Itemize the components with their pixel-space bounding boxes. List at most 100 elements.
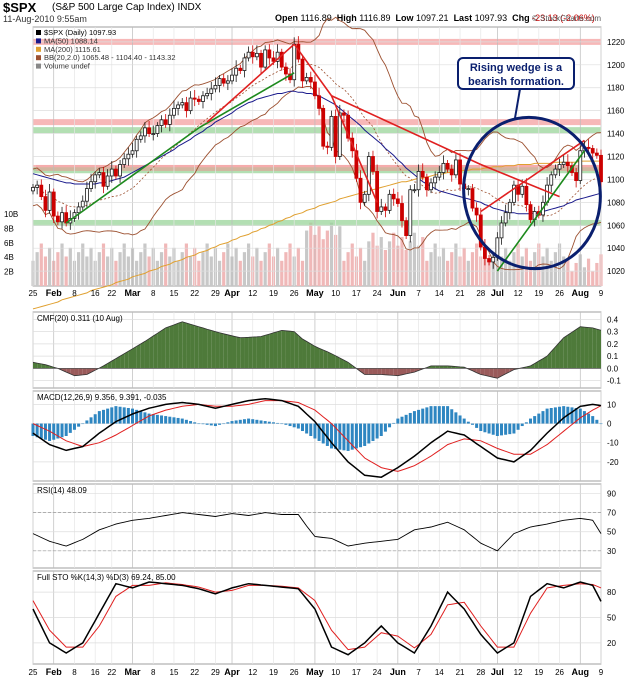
- macd-histogram-bar: [101, 409, 105, 424]
- candle-body: [412, 189, 417, 192]
- macd-histogram-bar: [60, 423, 64, 438]
- trendline-up-feb: [65, 127, 200, 224]
- annotation-box: [457, 57, 575, 90]
- cmf-area: [173, 323, 179, 369]
- cmf-area: [410, 368, 415, 373]
- volume-bar: [371, 232, 375, 286]
- macd-histogram-bar: [168, 416, 172, 424]
- candle-body: [43, 196, 48, 211]
- cmf-area: [331, 353, 336, 369]
- volume-bar: [155, 260, 159, 286]
- candle-body: [201, 95, 205, 102]
- macd-histogram-bar: [110, 407, 114, 424]
- candle-body: [221, 78, 226, 84]
- macd-histogram-bar: [160, 415, 164, 424]
- candle-body: [213, 85, 218, 90]
- macd-histogram-bar: [462, 418, 466, 424]
- cmf-area: [45, 364, 50, 369]
- chg-label: Chg: [512, 13, 530, 23]
- volume-bar: [68, 247, 72, 286]
- macd-histogram-bar: [454, 412, 458, 424]
- cmf-area: [211, 330, 216, 369]
- candle-body: [507, 201, 512, 214]
- sto-x-tick-label: 7: [416, 668, 421, 677]
- macd-histogram-bar: [350, 423, 354, 450]
- macd-histogram-bar: [276, 422, 280, 424]
- sto-x-tick-label: Jul: [491, 667, 504, 677]
- cmf-area: [302, 338, 307, 369]
- volume-bar: [164, 243, 168, 286]
- trendline-apr-top: [206, 43, 295, 123]
- candle-body: [478, 214, 483, 248]
- candle-body: [76, 206, 81, 214]
- sto-x-tick-label: Feb: [46, 667, 63, 677]
- volume-bar: [205, 243, 209, 286]
- macd-histogram-bar: [483, 423, 487, 433]
- legend-swatch: [36, 38, 41, 44]
- cmf-area: [360, 368, 365, 375]
- volume-bar: [276, 247, 280, 286]
- macd-histogram-bar: [441, 406, 445, 424]
- cmf-area: [136, 343, 141, 369]
- volume-bar: [197, 260, 201, 286]
- volume-bar: [89, 247, 93, 286]
- sto-x-tick-label: 8: [151, 668, 156, 677]
- macd-histogram-bar: [68, 423, 72, 433]
- volume-bar: [114, 260, 118, 286]
- candle-body: [346, 114, 350, 139]
- volume-bar: [574, 262, 578, 286]
- macd-histogram-bar: [189, 421, 193, 424]
- candle-body: [491, 256, 496, 263]
- cmf-area: [592, 327, 597, 369]
- macd-histogram-bar: [591, 416, 595, 424]
- sto-x-tick-label: 22: [107, 668, 116, 677]
- cmf-area: [406, 368, 411, 374]
- macd-histogram-bar: [131, 408, 135, 424]
- cmf-area: [285, 330, 291, 369]
- candle-body: [192, 97, 197, 100]
- cmf-area: [70, 368, 75, 376]
- sto-title: Full STO %K(14,3) %D(3) 69.24, 85.00: [37, 573, 176, 582]
- volume-bar: [367, 241, 371, 286]
- macd-histogram-bar: [330, 423, 334, 449]
- candle-body: [267, 49, 272, 59]
- cmf-area: [348, 362, 353, 369]
- volume-bar: [387, 241, 392, 286]
- cmf-area: [161, 327, 166, 369]
- cmf-area: [37, 363, 42, 369]
- macd-histogram-bar: [72, 423, 76, 430]
- candle-body: [93, 174, 98, 183]
- price-x-tick-label: 25: [29, 289, 38, 298]
- candle-body: [420, 170, 425, 178]
- cmf-area: [103, 363, 108, 369]
- price-tick-label: 1120: [607, 153, 625, 162]
- macd-histogram-bar: [184, 419, 188, 424]
- price-tick-label: 1100: [607, 175, 625, 184]
- candle-body: [342, 112, 346, 116]
- macd-histogram-bar: [388, 423, 392, 428]
- candle-body: [313, 81, 317, 97]
- volume-bar: [466, 260, 470, 286]
- volume-bar: [595, 262, 599, 286]
- candle-body: [391, 193, 396, 200]
- macd-histogram-bar: [578, 408, 582, 424]
- cmf-area: [132, 346, 137, 369]
- rsi-tick-label: 90: [607, 490, 616, 499]
- candle-body: [47, 191, 52, 211]
- macd-histogram-bar: [570, 407, 574, 424]
- candle-body: [138, 135, 143, 140]
- sto-x-tick-label: 22: [190, 668, 199, 677]
- candle-body: [487, 258, 491, 263]
- candle-body: [39, 184, 44, 198]
- price-tick-label: 1140: [607, 130, 625, 139]
- volume-bar: [566, 258, 570, 286]
- volume-bar: [255, 247, 259, 286]
- cmf-area: [472, 368, 477, 373]
- cmf-area: [339, 357, 344, 369]
- quote-line: Open 1116.89 High 1116.89 Low 1097.21 La…: [275, 13, 595, 23]
- candle-body: [114, 168, 118, 177]
- price-x-tick-label: 12: [248, 289, 257, 298]
- cmf-tick-label: 0.0: [607, 364, 619, 373]
- sr-band: [33, 119, 601, 126]
- candle-body: [143, 127, 147, 137]
